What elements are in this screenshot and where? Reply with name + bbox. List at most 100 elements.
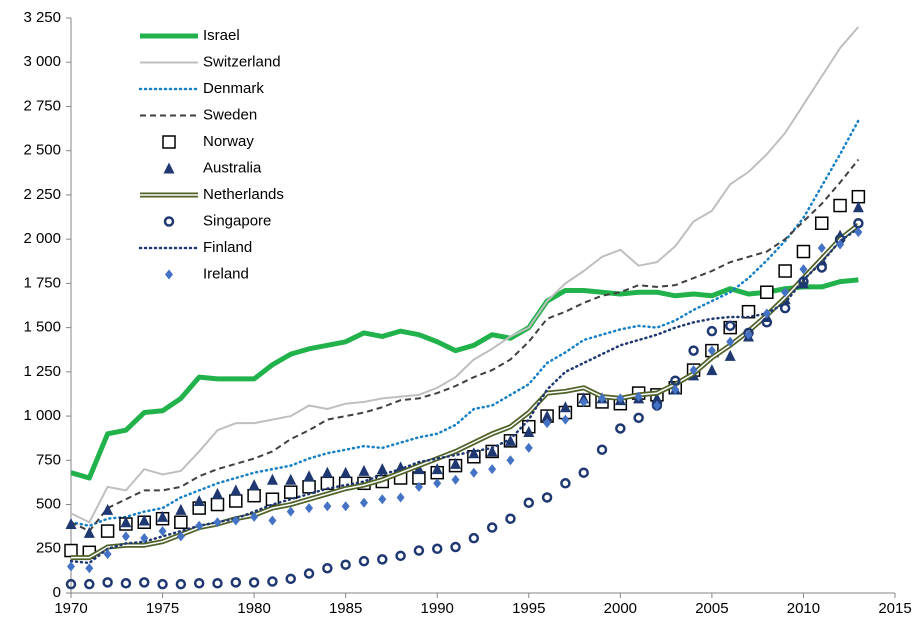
marker-triangle bbox=[120, 516, 132, 528]
marker-circle bbox=[505, 513, 516, 524]
marker-circle bbox=[212, 578, 223, 589]
x-tick-label: 1980 bbox=[237, 600, 270, 617]
series-line bbox=[69, 227, 860, 565]
marker-diamond bbox=[414, 481, 423, 492]
marker-diamond bbox=[744, 329, 753, 340]
marker-triangle bbox=[65, 518, 77, 529]
legend-label: Sweden bbox=[203, 106, 257, 123]
marker-diamond bbox=[121, 531, 130, 542]
marker-triangle bbox=[248, 479, 260, 491]
marker-triangle bbox=[157, 510, 169, 522]
y-tick-label: 750 bbox=[36, 451, 61, 468]
marker-diamond bbox=[195, 520, 204, 531]
marker-square bbox=[851, 189, 866, 204]
marker-circle bbox=[853, 217, 864, 229]
marker-circle bbox=[761, 317, 773, 328]
marker-diamond bbox=[158, 526, 167, 537]
y-tick-label: 1 750 bbox=[23, 274, 61, 291]
marker-diamond bbox=[506, 455, 515, 466]
marker-triangle bbox=[321, 466, 333, 478]
y-tick-label: 0 bbox=[53, 584, 61, 601]
y-tick-label: 2 000 bbox=[23, 230, 61, 247]
marker-triangle bbox=[358, 464, 370, 476]
legend-label: Netherlands bbox=[203, 186, 284, 203]
marker-square bbox=[815, 216, 829, 230]
marker-diamond bbox=[726, 336, 735, 347]
marker-triangle bbox=[523, 426, 535, 437]
marker-triangle bbox=[413, 463, 425, 475]
marker-diamond bbox=[671, 384, 680, 395]
marker-triangle bbox=[230, 484, 242, 496]
marker-circle bbox=[175, 578, 187, 590]
marker-diamond bbox=[433, 478, 442, 489]
marker-circle bbox=[395, 550, 406, 562]
marker-circle bbox=[431, 543, 443, 555]
marker-circle bbox=[102, 577, 113, 588]
marker-diamond bbox=[488, 464, 497, 475]
marker-circle bbox=[84, 578, 95, 590]
x-tick-label: 2010 bbox=[787, 600, 820, 617]
marker-circle bbox=[340, 559, 351, 570]
marker-triangle bbox=[559, 401, 571, 413]
marker-circle bbox=[248, 577, 260, 588]
marker-square bbox=[100, 524, 115, 538]
marker-square bbox=[833, 198, 847, 213]
marker-triangle bbox=[83, 526, 95, 538]
legend-label: Singapore bbox=[203, 212, 271, 229]
marker-square bbox=[210, 497, 225, 512]
marker-circle bbox=[138, 577, 150, 588]
marker-square bbox=[302, 480, 316, 494]
marker-circle bbox=[303, 568, 315, 579]
y-tick-label: 3 000 bbox=[23, 53, 61, 70]
series-line bbox=[70, 158, 860, 533]
legend-label: Finland bbox=[203, 239, 252, 256]
legend-label: Australia bbox=[203, 159, 262, 176]
marker-diamond bbox=[323, 501, 332, 512]
marker-triangle bbox=[266, 473, 278, 485]
marker-circle bbox=[230, 577, 242, 588]
x-tick-label: 1990 bbox=[421, 600, 454, 617]
series-line bbox=[70, 26, 860, 524]
marker-triangle bbox=[852, 201, 864, 213]
x-tick-label: 1970 bbox=[54, 600, 87, 617]
marker-diamond bbox=[359, 497, 368, 508]
marker-diamond bbox=[85, 563, 94, 574]
marker-diamond bbox=[67, 561, 75, 572]
marker-diamond bbox=[598, 393, 607, 404]
marker-circle bbox=[633, 412, 644, 424]
marker-circle bbox=[413, 545, 425, 556]
marker-diamond bbox=[854, 227, 863, 238]
marker-square bbox=[162, 135, 176, 149]
x-tick-label: 2000 bbox=[604, 600, 637, 617]
marker-circle bbox=[468, 532, 480, 544]
marker-circle bbox=[541, 492, 553, 503]
y-tick-label: 1 000 bbox=[23, 407, 61, 424]
marker-square bbox=[64, 543, 78, 558]
marker-diamond bbox=[378, 494, 387, 505]
marker-triangle bbox=[163, 162, 175, 174]
marker-triangle bbox=[486, 445, 498, 457]
marker-circle bbox=[486, 522, 498, 533]
marker-diamond bbox=[561, 414, 570, 425]
marker-circle bbox=[65, 578, 77, 590]
y-tick-label: 1 250 bbox=[23, 363, 61, 380]
marker-triangle bbox=[303, 470, 315, 482]
legend-label: Norway bbox=[203, 133, 254, 150]
series-line bbox=[69, 119, 860, 528]
marker-circle bbox=[322, 562, 333, 574]
series-line bbox=[70, 277, 859, 481]
marker-square bbox=[283, 485, 298, 499]
x-tick-label: 2015 bbox=[878, 600, 911, 617]
marker-diamond bbox=[176, 531, 185, 542]
marker-diamond bbox=[469, 467, 478, 478]
marker-diamond bbox=[652, 400, 661, 411]
marker-circle bbox=[193, 578, 205, 589]
marker-triangle bbox=[340, 466, 352, 478]
marker-diamond bbox=[305, 503, 314, 514]
marker-diamond bbox=[817, 243, 826, 253]
marker-square bbox=[247, 488, 261, 503]
marker-circle bbox=[779, 302, 791, 314]
marker-triangle bbox=[102, 503, 114, 515]
marker-triangle bbox=[450, 457, 462, 469]
